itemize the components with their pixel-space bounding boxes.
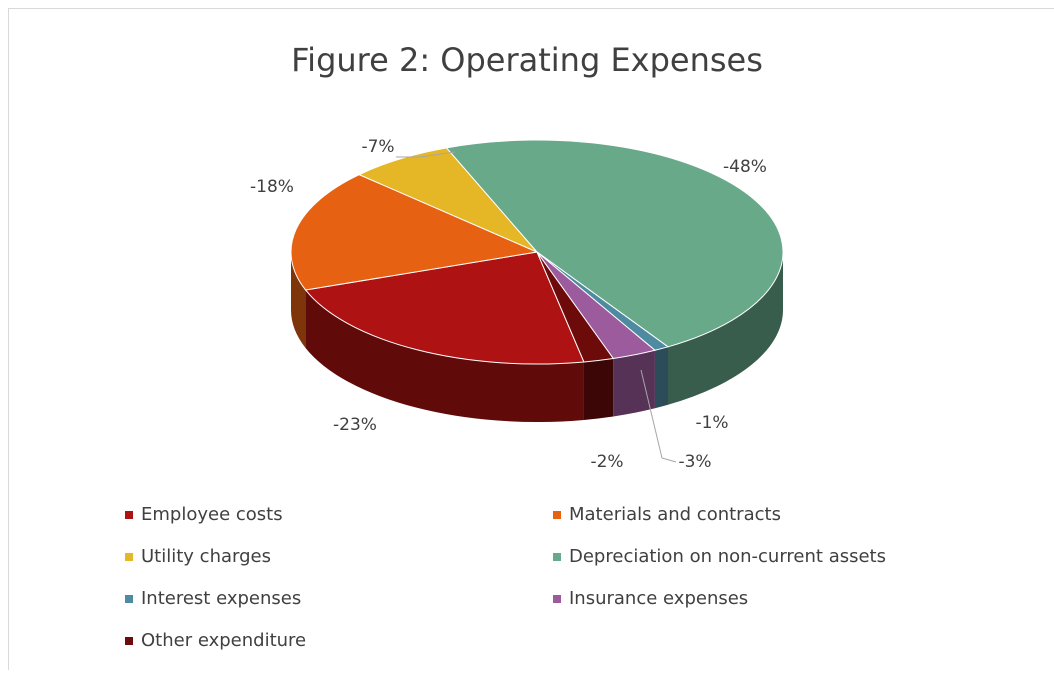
legend-label: Depreciation on non-current assets	[569, 546, 886, 567]
legend-label: Employee costs	[141, 504, 283, 525]
legend-label: Materials and contracts	[569, 504, 781, 525]
legend-label: Other expenditure	[141, 630, 306, 651]
data-label: -23%	[333, 415, 377, 435]
legend-label: Utility charges	[141, 546, 271, 567]
data-label: -48%	[723, 157, 767, 177]
data-label: -3%	[678, 452, 711, 472]
pie-slice-side	[655, 347, 668, 408]
legend-marker	[125, 637, 133, 645]
legend-marker	[125, 553, 133, 561]
chart-title: Figure 2: Operating Expenses	[291, 41, 763, 79]
legend-label: Interest expenses	[141, 588, 301, 609]
data-label: -2%	[590, 452, 623, 472]
legend-label: Insurance expenses	[569, 588, 748, 609]
legend-marker	[553, 553, 561, 561]
data-label: -18%	[250, 177, 294, 197]
legend-marker	[553, 595, 561, 603]
legend-marker	[125, 595, 133, 603]
pie-slice-side	[584, 358, 613, 419]
legend-marker	[553, 511, 561, 519]
data-label: -7%	[361, 137, 394, 157]
legend-marker	[125, 511, 133, 519]
data-label: -1%	[695, 413, 728, 433]
pie-slice-side	[613, 350, 655, 416]
